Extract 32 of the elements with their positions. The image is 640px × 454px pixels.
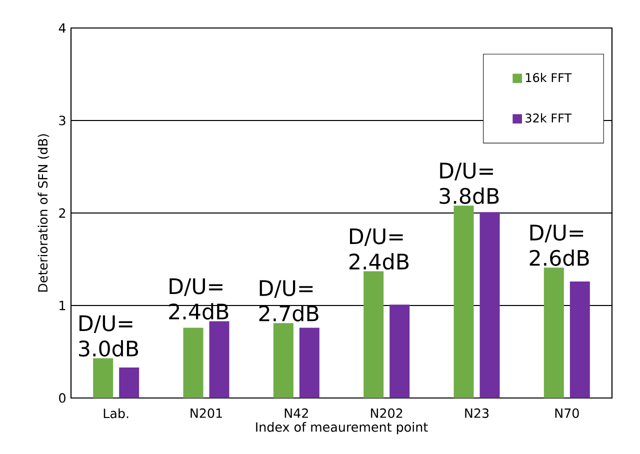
- bar: [570, 281, 590, 398]
- x-tick-label: N201: [190, 408, 222, 418]
- annotation: D/U= 3.8dB: [440, 162, 499, 204]
- y-tick-label: 3: [59, 116, 66, 126]
- bar: [93, 358, 114, 398]
- x-tick-label: N42: [284, 408, 308, 418]
- x-tick-label: Lab.: [104, 408, 128, 418]
- x-tick-label: N23: [465, 408, 489, 418]
- bar: [454, 206, 474, 398]
- bar: [209, 321, 230, 398]
- annotation: D/U= 2.6dB: [530, 224, 589, 266]
- annotation: D/U= 3.0dB: [79, 315, 138, 357]
- bar: [390, 304, 410, 398]
- y-tick-label: 2: [59, 208, 66, 218]
- x-tick-label: N70: [555, 408, 579, 418]
- y-tick-label: 0: [59, 393, 66, 403]
- x-axis-title: Index of meaurement point: [256, 422, 428, 434]
- bar: [544, 268, 564, 398]
- annotation: D/U= 2.4dB: [349, 228, 409, 270]
- annotation: D/U= 2.7dB: [259, 280, 318, 322]
- x-tick-label: N202: [370, 408, 402, 418]
- legend-label: 16k FFT: [526, 72, 572, 82]
- bar: [273, 323, 294, 398]
- y-tick-label: 4: [58, 23, 66, 33]
- bar: [364, 271, 384, 398]
- legend-label: 32k FFT: [526, 113, 572, 123]
- bar: [183, 328, 204, 398]
- bar: [299, 328, 320, 398]
- y-tick-label: 1: [60, 300, 66, 310]
- bar: [480, 212, 500, 398]
- bar: [119, 367, 140, 398]
- y-axis-title: Deterioration of SFN (dB): [38, 134, 50, 292]
